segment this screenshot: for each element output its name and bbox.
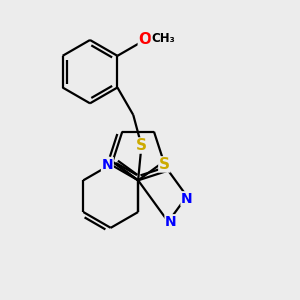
Text: O: O xyxy=(138,32,151,47)
Text: N: N xyxy=(102,158,113,172)
Text: N: N xyxy=(165,215,177,229)
Text: S: S xyxy=(159,157,170,172)
Text: CH₃: CH₃ xyxy=(151,32,175,45)
Text: N: N xyxy=(181,192,193,206)
Text: S: S xyxy=(136,138,147,153)
